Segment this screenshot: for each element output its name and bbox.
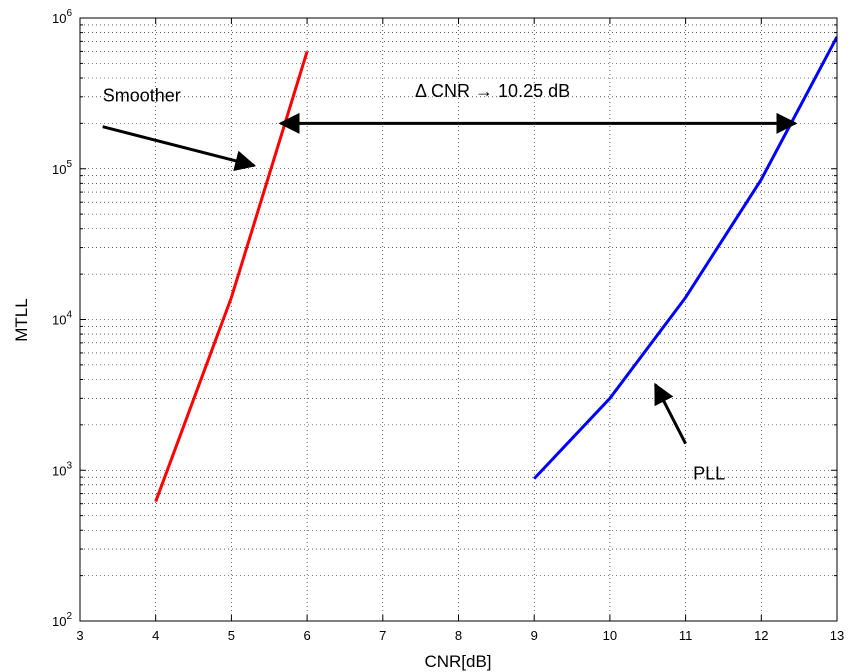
x-tick-label: 11 (679, 628, 693, 643)
x-tick-label: 6 (303, 628, 310, 643)
series-line-1 (533, 36, 837, 480)
y-tick-exponent: 3 (66, 460, 72, 471)
x-tick-label: 9 (531, 628, 538, 643)
y-axis-label: MTLL (12, 298, 31, 341)
annotation-label: Δ CNR → 10.25 dB (415, 81, 570, 101)
y-tick-label: 105 (52, 159, 72, 177)
annotation-label: PLL (693, 463, 725, 483)
annotation-arrow (102, 125, 257, 172)
grid (80, 18, 837, 621)
y-tick-exponent: 6 (66, 8, 72, 19)
y-tick-base: 10 (52, 11, 66, 26)
y-tick-exponent: 5 (66, 159, 72, 170)
y-tick-exponent: 4 (66, 310, 72, 321)
y-tick-base: 10 (52, 463, 66, 478)
x-tick-label: 13 (830, 628, 844, 643)
x-tick-label: 3 (76, 628, 83, 643)
annotation-label: Smoother (103, 85, 181, 105)
y-tick-base: 10 (52, 313, 66, 328)
series-layer (154, 36, 837, 503)
x-tick-label: 10 (603, 628, 617, 643)
y-tick-exponent: 2 (66, 611, 72, 622)
x-tick-label: 8 (455, 628, 462, 643)
x-axis-label: CNR[dB] (424, 652, 491, 671)
x-tick-label: 7 (379, 628, 386, 643)
x-tick-label: 5 (228, 628, 235, 643)
annotation-arrow (653, 382, 687, 445)
y-tick-label: 106 (52, 8, 72, 26)
annotations: Smoother PLL Δ CNR → 10.25 dB (102, 81, 798, 483)
y-tick-base: 10 (52, 614, 66, 629)
y-tick-label: 103 (52, 460, 72, 478)
y-tick-label: 102 (52, 611, 72, 629)
y-tick-base: 10 (52, 162, 66, 177)
x-tick-label: 12 (754, 628, 768, 643)
x-tick-label: 4 (152, 628, 159, 643)
y-tick-label: 104 (52, 310, 72, 328)
